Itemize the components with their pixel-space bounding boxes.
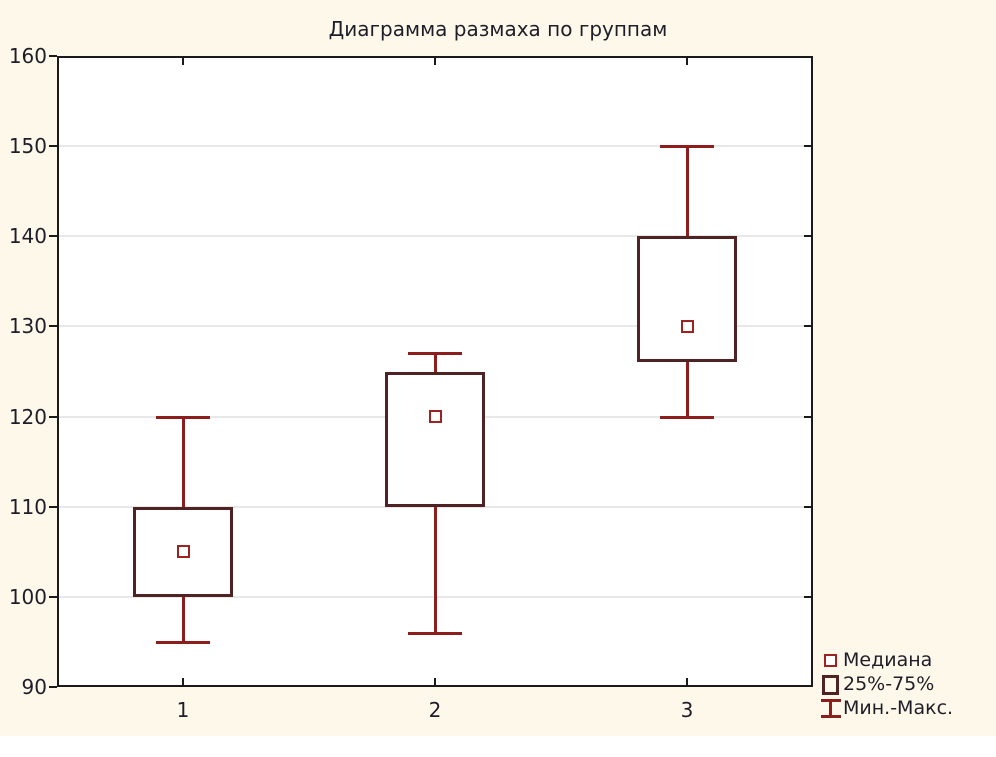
legend-item-quartiles: 25%-75%: [818, 673, 953, 696]
y-tick-mark-left: [49, 235, 57, 237]
x-tick-mark-top: [686, 58, 688, 65]
gridline-y-130: [59, 325, 811, 327]
whisker-cap-max: [660, 145, 714, 148]
median-marker: [681, 320, 694, 333]
y-tick-mark-right: [804, 235, 811, 237]
gridline-y-140: [59, 235, 811, 237]
y-tick-mark-left: [49, 416, 57, 418]
y-tick-label: 160: [8, 44, 47, 68]
median-marker: [177, 545, 190, 558]
whisker-cap-max: [408, 352, 462, 355]
x-tick-mark-bottom: [434, 678, 436, 685]
legend-item-median: Медиана: [818, 649, 953, 672]
x-tick-label: 3: [680, 698, 694, 722]
iqr-box: [385, 372, 485, 507]
chart-title: Диаграмма размаха по группам: [328, 17, 668, 41]
whisker-cap-max: [156, 416, 210, 419]
median-marker: [429, 410, 442, 423]
chart-canvas: Диаграмма размаха по группам Медиана 25%…: [0, 0, 996, 736]
y-tick-mark-left: [49, 686, 57, 688]
gridline-y-150: [59, 145, 811, 147]
whisker-cap-min: [408, 632, 462, 635]
y-tick-label: 120: [8, 405, 47, 429]
y-tick-mark-left: [49, 596, 57, 598]
y-tick-mark-right: [804, 416, 811, 418]
y-tick-label: 130: [8, 314, 47, 338]
x-tick-mark-top: [182, 58, 184, 65]
y-tick-label: 100: [8, 585, 47, 609]
y-tick-label: 110: [8, 495, 47, 519]
y-tick-mark-right: [804, 596, 811, 598]
iqr-box: [637, 236, 737, 362]
box-icon: [822, 674, 839, 695]
y-tick-mark-right: [804, 145, 811, 147]
median-square-icon: [824, 654, 837, 667]
y-tick-mark-left: [49, 55, 57, 57]
x-tick-mark-top: [434, 58, 436, 65]
y-tick-mark-left: [49, 506, 57, 508]
legend: Медиана 25%-75% Мин.-Макс.: [818, 649, 953, 720]
legend-label: Медиана: [843, 649, 933, 671]
y-tick-mark-left: [49, 145, 57, 147]
y-tick-label: 150: [8, 134, 47, 158]
x-tick-label: 1: [176, 698, 190, 722]
legend-label: Мин.-Макс.: [843, 697, 954, 719]
legend-item-minmax: Мин.-Макс.: [818, 697, 953, 720]
y-tick-mark-right: [804, 506, 811, 508]
legend-label: 25%-75%: [843, 673, 935, 695]
x-tick-mark-bottom: [182, 678, 184, 685]
y-tick-mark-right: [804, 325, 811, 327]
x-tick-mark-bottom: [686, 678, 688, 685]
y-tick-label: 90: [21, 675, 47, 699]
y-tick-mark-left: [49, 325, 57, 327]
whisker-cap-min: [660, 416, 714, 419]
y-tick-label: 140: [8, 224, 47, 248]
whisker-cap-min: [156, 641, 210, 644]
min-max-icon: [820, 699, 841, 718]
x-tick-label: 2: [428, 698, 442, 722]
